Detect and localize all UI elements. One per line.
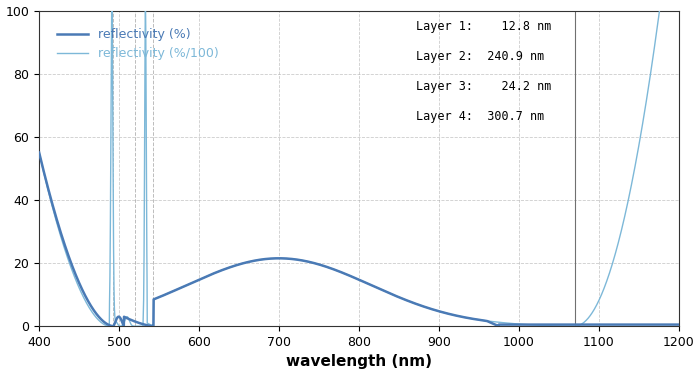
Text: Layer 3:    24.2 nm: Layer 3: 24.2 nm <box>416 80 552 93</box>
Text: Layer 1:    12.8 nm: Layer 1: 12.8 nm <box>416 20 552 33</box>
Legend: reflectivity (%), reflectivity (%/100): reflectivity (%), reflectivity (%/100) <box>52 23 224 65</box>
Text: Layer 2:  240.9 nm: Layer 2: 240.9 nm <box>416 50 545 63</box>
X-axis label: wavelength (nm): wavelength (nm) <box>286 354 432 369</box>
Text: Layer 4:  300.7 nm: Layer 4: 300.7 nm <box>416 110 545 123</box>
